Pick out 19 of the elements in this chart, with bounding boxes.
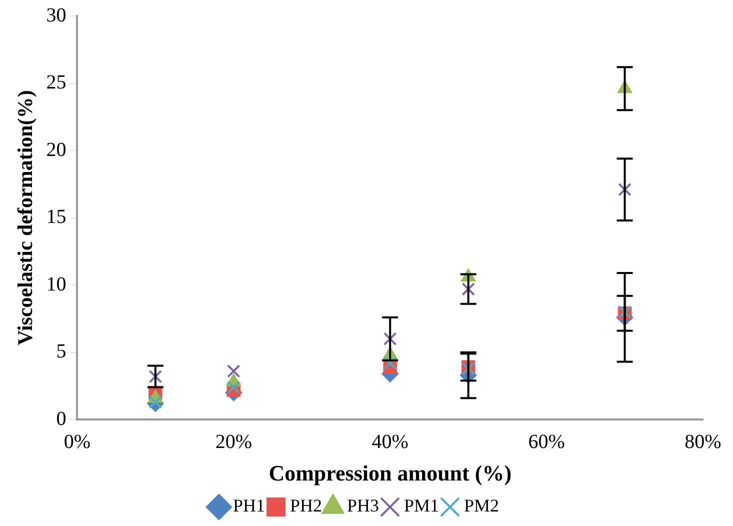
x-tick-label: 0% bbox=[64, 430, 91, 453]
y-tick-label: 15 bbox=[46, 206, 66, 228]
y-axis-title: Viscoelastic deformation(%) bbox=[13, 90, 38, 346]
legend-label: PM2 bbox=[464, 496, 500, 516]
y-tick-label: 0 bbox=[56, 408, 66, 430]
x-tick-label: 80% bbox=[684, 430, 722, 453]
legend-label: PH3 bbox=[346, 496, 380, 516]
x-tick-label: 20% bbox=[215, 430, 252, 453]
legend-label: PH1 bbox=[232, 496, 265, 516]
y-tick-label: 25 bbox=[46, 72, 66, 94]
x-tick-label: 60% bbox=[528, 430, 565, 453]
legend-label: PH2 bbox=[290, 496, 322, 516]
x-tick-label: 40% bbox=[372, 430, 408, 453]
legend-label: PM1 bbox=[404, 496, 440, 516]
y-tick-label: 20 bbox=[46, 138, 66, 161]
y-tick-label: 10 bbox=[46, 273, 66, 296]
y-tick-label: 5 bbox=[56, 340, 66, 363]
y-tick-label: 30 bbox=[46, 4, 66, 26]
x-axis-title: Compression amount (%) bbox=[268, 460, 512, 486]
